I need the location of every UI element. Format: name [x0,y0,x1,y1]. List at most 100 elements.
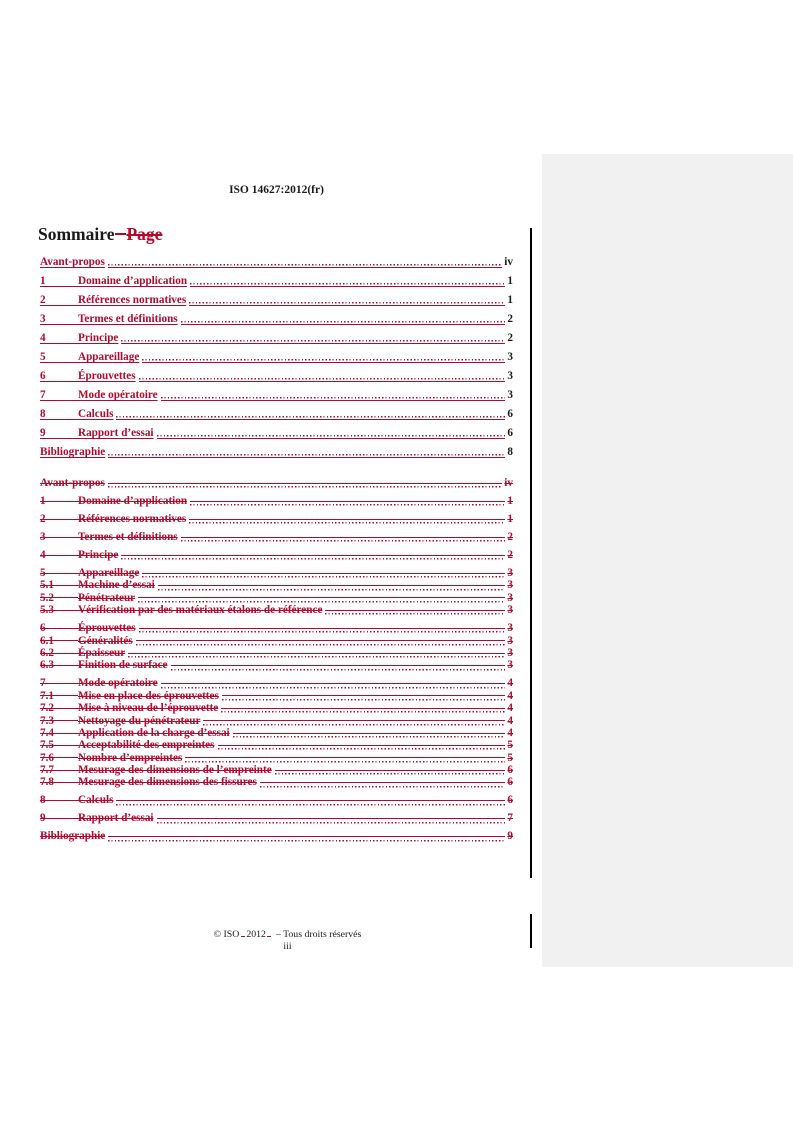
toc-dot-leader-icon [121,332,506,344]
toc-row-title: Généralités [78,634,133,647]
toc-dot-leader-icon [221,689,506,702]
toc-row-title: Éprouvettes [78,622,136,635]
toc-row-number: 5 [40,351,78,363]
toc-row-number: 4 [40,549,78,561]
toc-row-title: Finition de surface [78,659,168,672]
toc-inserted: Avant-propos iv 1 Domaine d’application … [40,249,513,458]
toc-row: 2 Références normatives 1 [40,294,513,306]
toc-dot-leader-icon [160,677,506,690]
toc-row-title: Calculs [78,794,114,807]
tracked-change-mark-icon [267,929,272,937]
toc-row-page: 8 [507,446,513,458]
toc-row-number: 6.3 [40,659,78,672]
toc-dot-leader-icon [180,531,506,543]
toc-row-number: 7.6 [40,751,78,764]
toc-dot-leader-icon [190,495,506,507]
toc-row-number: 7 [40,677,78,690]
toc-row-number: 8 [40,794,78,807]
toc-row: 7.8 Mesurage des dimensions des fissures… [40,776,513,789]
toc-row-page: 7 [507,812,513,825]
toc-dot-leader-icon [108,446,506,458]
toc-row-number: 3 [40,313,78,325]
toc-row-title: Mise à niveau de l’éprouvette [78,702,219,715]
toc-dot-leader-icon [190,275,506,287]
copyright-prefix: © ISO [213,929,240,940]
toc-row: 5 Appareillage 3 [40,567,513,579]
toc-row-title: Appareillage [78,567,140,579]
toc-row-title: Calculs [78,408,114,420]
toc-row: 7.5 Acceptabilité des empreintes 5 [40,739,513,752]
toc-row-page: 1 [507,495,513,507]
toc-row-title: Mode opératoire [78,677,158,690]
toc-row-number: 6.2 [40,646,78,659]
toc-row-title: Principe [78,549,119,561]
toc-row-number: 7.7 [40,764,78,777]
toc-row: 7.4 Application de la charge d’essai 4 [40,726,513,739]
toc-row: 7.6 Nombre d’empreintes 5 [40,751,513,764]
toc-row: 7.3 Nettoyage du pénétrateur 4 [40,714,513,727]
toc-row-page: 4 [507,726,513,739]
toc-row-page: 3 [507,567,513,579]
toc-row-number: 5 [40,567,78,579]
toc-heading-title: Sommaire [38,224,115,244]
toc-row: 7 Mode opératoire 4 [40,677,513,690]
toc-dot-leader-icon [185,751,506,764]
toc-row: 7 Mode opératoire 3 [40,389,513,401]
toc-row-page: 4 [507,677,513,690]
toc-row-title: Acceptabilité des empreintes [78,739,215,752]
toc-row-number: 7.1 [40,689,78,702]
toc-row: 7.2 Mise à niveau de l’éprouvette 4 [40,702,513,715]
toc-row-number: 4 [40,332,78,344]
toc-heading: Sommaire Page [38,224,162,245]
toc-row-page: 4 [507,702,513,715]
toc-row-page: 4 [507,714,513,727]
toc-row-number: 2 [40,513,78,525]
toc-dot-leader-icon [274,764,506,777]
toc-dot-leader-icon [107,477,503,489]
document-reference: ISO 14627:2012(fr) [229,184,324,196]
toc-row-title: Références normatives [78,294,187,306]
toc-dot-leader-icon [232,726,506,739]
toc-row: 6.1 Généralités 3 [40,634,513,647]
toc-row-page: 1 [507,294,513,306]
toc-row: 5 Appareillage 3 [40,351,513,363]
toc-row-number: 9 [40,812,78,825]
toc-row-number: 7 [40,389,78,401]
toc-row-page: 2 [507,332,513,344]
toc-row-page: 3 [507,351,513,363]
toc-row: 5.2 Pénétrateur 3 [40,591,513,604]
toc-row-title: Avant-propos [40,256,105,268]
toc-dot-leader-icon [221,702,506,715]
toc-dot-leader-icon [142,567,506,579]
toc-row-title: Pénétrateur [78,591,136,604]
toc-dot-leader-icon [189,294,506,306]
toc-row: 4 Principe 2 [40,332,513,344]
toc-dot-leader-icon [108,830,506,843]
toc-row-title: Rapport d’essai [78,427,154,439]
toc-row: Bibliographie 8 [40,446,513,458]
toc-row-page: 6 [507,764,513,777]
toc-row-number: 6 [40,370,78,382]
toc-row: 9 Rapport d’essai 6 [40,427,513,439]
toc-row: 8 Calculs 6 [40,794,513,807]
toc-row-title: Bibliographie [40,446,106,458]
toc-row: Avant-propos iv [40,477,513,489]
toc-dot-leader-icon [138,622,506,635]
toc-row-number: 8 [40,408,78,420]
toc-row: 6 Éprouvettes 3 [40,370,513,382]
toc-row-page: 3 [507,622,513,635]
page-number: iii [283,941,292,952]
toc-row-page: 6 [507,794,513,807]
toc-row-page: 3 [507,591,513,604]
toc-row-number: 6 [40,622,78,635]
toc-row-title: Mode opératoire [78,389,158,401]
toc-row-page: 3 [507,634,513,647]
toc-dot-leader-icon [156,812,506,825]
toc-row-page: iv [504,477,513,489]
toc-dot-leader-icon [156,427,506,439]
toc-row-number: 5.3 [40,604,78,617]
toc-row-title: Nombre d’empreintes [78,751,183,764]
toc-dot-leader-icon [128,646,506,659]
toc-row-number: 6.1 [40,634,78,647]
